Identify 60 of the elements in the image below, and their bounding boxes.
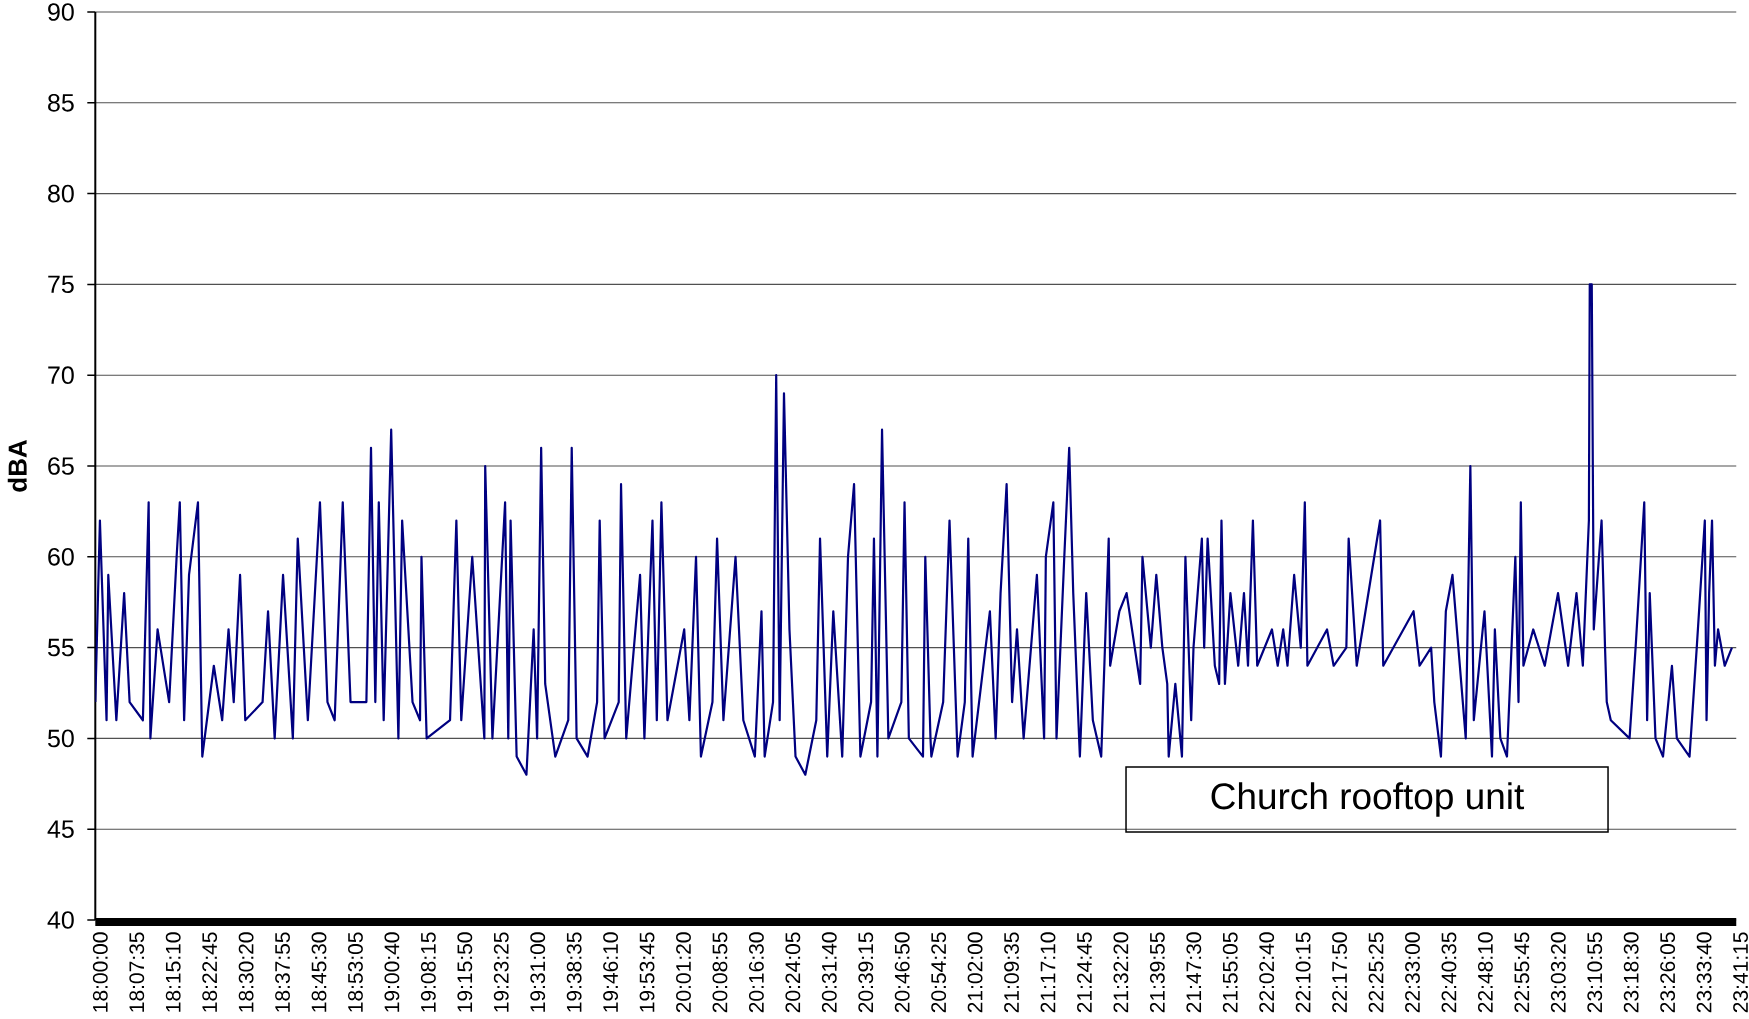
x-tick-label: 18:30:20 [238,932,254,1012]
x-tick-label: 21:32:20 [1113,932,1129,1013]
x-tick-label: 19:53:45 [639,932,655,1012]
x-tick-label: 20:16:30 [748,932,764,1013]
x-tick-label: 21:17:10 [1040,932,1056,1013]
x-tick-label: 19:31:00 [530,932,546,1012]
x-tick-label: 22:17:50 [1332,932,1348,1013]
y-tick-label: 65 [48,457,74,475]
y-tick-label: 85 [48,93,74,112]
x-tick-label: 22:40:35 [1441,932,1457,1013]
x-tick-label: 22:25:25 [1368,932,1384,1013]
x-tick-label: 19:46:10 [603,932,619,1012]
x-tick-label: 20:01:20 [676,932,691,1013]
y-tick-label: 45 [47,820,74,838]
x-tick-label: 21:55:05 [1222,932,1238,1013]
x-tick-label: 23:18:30 [1623,932,1639,1013]
x-tick-label: 19:08:15 [420,932,436,1012]
x-tick-label: 20:08:55 [712,932,728,1013]
x-tick-label: 18:45:30 [311,932,327,1012]
x-tick-label: 23:41:15 [1733,932,1748,1013]
y-tick-label: 40 [47,911,74,929]
x-tick-label: 20:39:15 [858,932,874,1013]
x-tick-label: 18:00:00 [92,932,108,1012]
x-tick-label: 21:47:30 [1186,932,1202,1013]
x-tick-label: 22:55:45 [1514,932,1530,1013]
x-tick-label: 23:26:05 [1660,932,1676,1013]
annotation: Church rooftop unit [1211,782,1525,817]
x-tick-label: 19:38:35 [566,932,582,1012]
x-tick-label: 20:46:50 [894,932,910,1013]
x-tick-label: 22:48:10 [1477,932,1493,1013]
x-tick-label: 23:10:55 [1587,932,1603,1013]
x-tick-label: 19:23:25 [493,932,509,1012]
x-tick-label: 22:10:15 [1295,932,1311,1013]
x-tick-label: 21:02:00 [967,932,983,1013]
y-tick-label: 80 [48,184,74,203]
x-tick-label: 21:09:35 [1004,932,1019,1013]
y-tick-label: 75 [48,275,74,294]
x-tick-label: 19:15:50 [457,932,473,1012]
x-tick-label: 18:53:05 [348,932,363,1012]
x-tick-label: 23:03:20 [1550,932,1566,1013]
y-tick-label: 60 [48,547,74,566]
y-tick-label: 70 [48,366,74,385]
x-tick-label: 20:31:40 [821,932,837,1013]
y-tick-label: 90 [48,3,74,21]
x-tick-label: 20:54:25 [931,932,947,1013]
line-series [95,283,1734,776]
y-axis-title: dBA [7,439,27,492]
y-tick-label: 50 [47,729,74,748]
x-tick-label: 18:15:10 [165,932,181,1012]
x-tick-label: 21:39:55 [1149,932,1165,1013]
x-tick-label: 18:37:55 [275,932,290,1012]
x-tick-label: 19:00:40 [384,932,400,1012]
x-tick-label: 21:24:45 [1077,932,1092,1013]
x-tick-label: 22:02:40 [1259,932,1275,1013]
x-tick-label: 18:07:35 [129,932,145,1012]
x-tick-label: 18:22:45 [202,932,218,1012]
x-tick-label: 23:33:40 [1696,932,1712,1013]
y-tick-label: 55 [47,638,74,657]
x-tick-label: 20:24:05 [785,932,801,1013]
x-tick-label: 22:33:00 [1405,932,1420,1013]
